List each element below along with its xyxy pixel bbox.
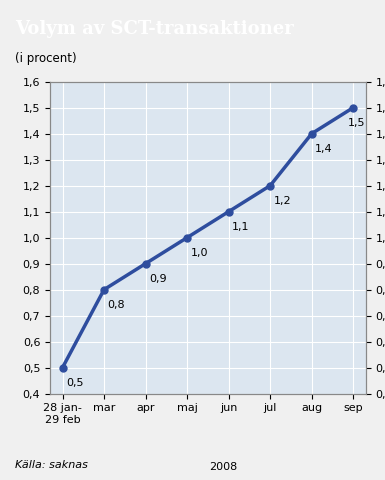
Text: 1,4: 1,4	[315, 144, 333, 154]
Text: 2008: 2008	[209, 462, 238, 472]
Text: 0,9: 0,9	[149, 274, 167, 284]
Text: 1,5: 1,5	[348, 118, 366, 128]
Text: 0,5: 0,5	[66, 378, 83, 388]
Text: 1,0: 1,0	[191, 248, 208, 258]
Text: Volym av SCT-transaktioner: Volym av SCT-transaktioner	[15, 20, 294, 38]
Text: 0,8: 0,8	[107, 300, 125, 310]
Text: (i procent): (i procent)	[15, 52, 77, 65]
Text: 1,2: 1,2	[273, 196, 291, 206]
Text: Källa: saknas: Källa: saknas	[15, 460, 88, 470]
Text: 1,1: 1,1	[232, 222, 249, 232]
